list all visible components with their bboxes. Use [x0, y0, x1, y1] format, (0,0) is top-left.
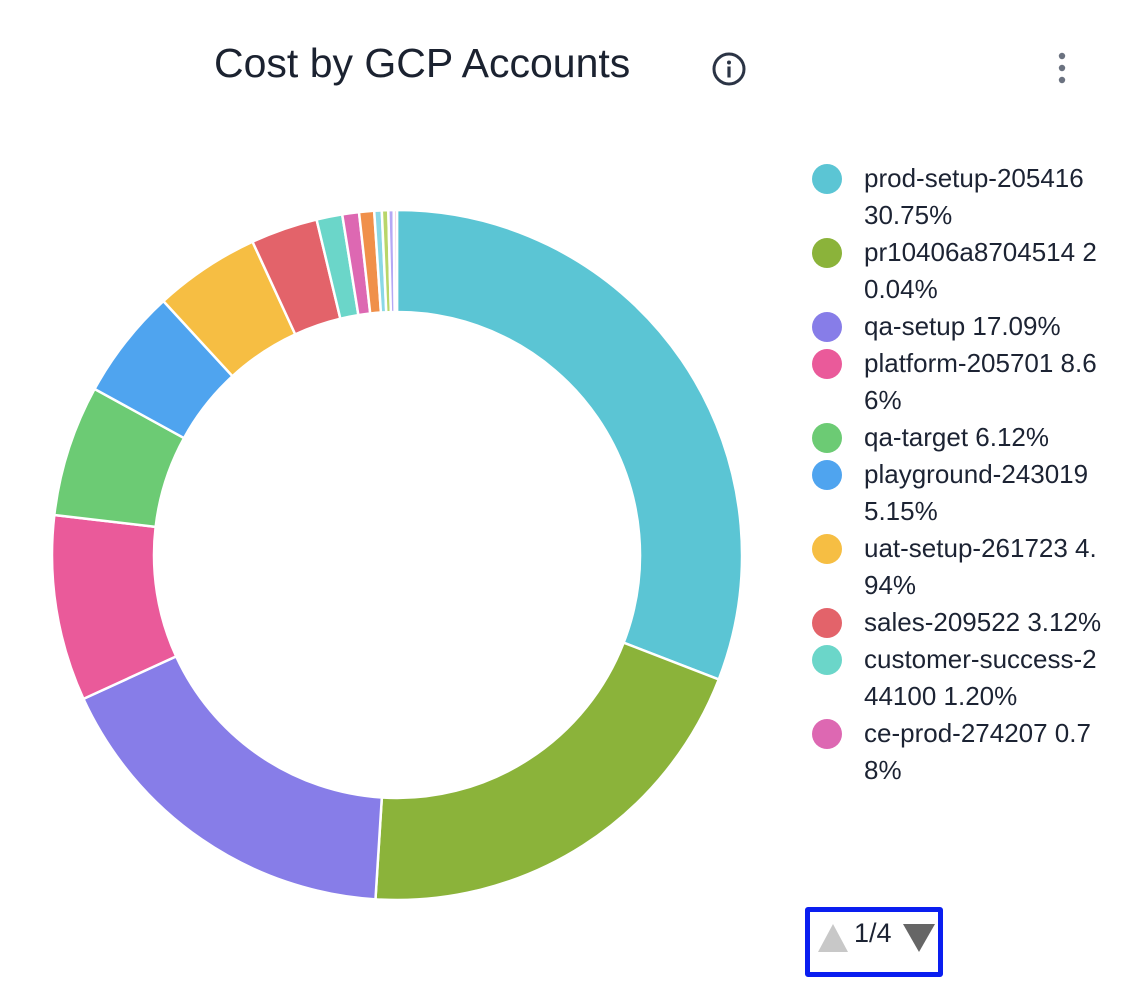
legend-label: uat-setup-261723 4.94%: [864, 533, 1097, 600]
legend-item[interactable]: prod-setup-205416 30.75%: [812, 160, 1102, 234]
legend-item[interactable]: platform-205701 8.66%: [812, 345, 1102, 419]
legend-item[interactable]: customer-success-244100 1.20%: [812, 641, 1102, 715]
legend-swatch: [812, 312, 842, 342]
more-options-icon[interactable]: [1050, 50, 1074, 86]
legend-swatch: [812, 719, 842, 749]
page-up-icon[interactable]: [818, 924, 848, 952]
legend-swatch: [812, 164, 842, 194]
legend-pager: 1/4: [805, 907, 943, 977]
legend-swatch: [812, 460, 842, 490]
donut-slice-pr10406a8704514[interactable]: [374, 641, 721, 902]
legend-swatch: [812, 423, 842, 453]
legend-label: ce-prod-274207 0.78%: [864, 718, 1091, 785]
legend-item[interactable]: qa-setup 17.09%: [812, 308, 1102, 345]
donut-slice-qa-setup[interactable]: [81, 654, 384, 901]
chart-title: Cost by GCP Accounts: [214, 40, 631, 86]
legend-item[interactable]: ce-prod-274207 0.78%: [812, 715, 1102, 789]
donut-slice-prod-setup-205416[interactable]: [395, 208, 744, 682]
legend-label: customer-success-244100 1.20%: [864, 644, 1097, 711]
legend-swatch: [812, 608, 842, 638]
legend[interactable]: prod-setup-205416 30.75% pr10406a8704514 …: [812, 160, 1102, 900]
donut-slice-other-14[interactable]: [392, 208, 399, 314]
legend-label: prod-setup-205416 30.75%: [864, 163, 1084, 230]
legend-item[interactable]: pr10406a8704514 20.04%: [812, 234, 1102, 308]
legend-label: platform-205701 8.66%: [864, 348, 1097, 415]
legend-label: qa-target 6.12%: [864, 422, 1050, 452]
legend-label: playground-243019 5.15%: [864, 459, 1089, 526]
page-indicator: 1/4: [854, 918, 892, 948]
page-down-icon[interactable]: [903, 924, 935, 952]
legend-swatch: [812, 534, 842, 564]
info-icon[interactable]: [712, 52, 746, 86]
legend-item[interactable]: uat-setup-261723 4.94%: [812, 530, 1102, 604]
donut-chart: [50, 208, 744, 902]
legend-label: sales-209522 3.12%: [864, 607, 1102, 637]
legend-item[interactable]: sales-209522 3.12%: [812, 604, 1102, 641]
legend-label: qa-setup 17.09%: [864, 311, 1061, 341]
legend-swatch: [812, 238, 842, 268]
legend-swatch: [812, 645, 842, 675]
legend-label: pr10406a8704514 20.04%: [864, 237, 1097, 304]
legend-item[interactable]: qa-target 6.12%: [812, 419, 1102, 456]
legend-item[interactable]: playground-243019 5.15%: [812, 456, 1102, 530]
legend-swatch: [812, 349, 842, 379]
